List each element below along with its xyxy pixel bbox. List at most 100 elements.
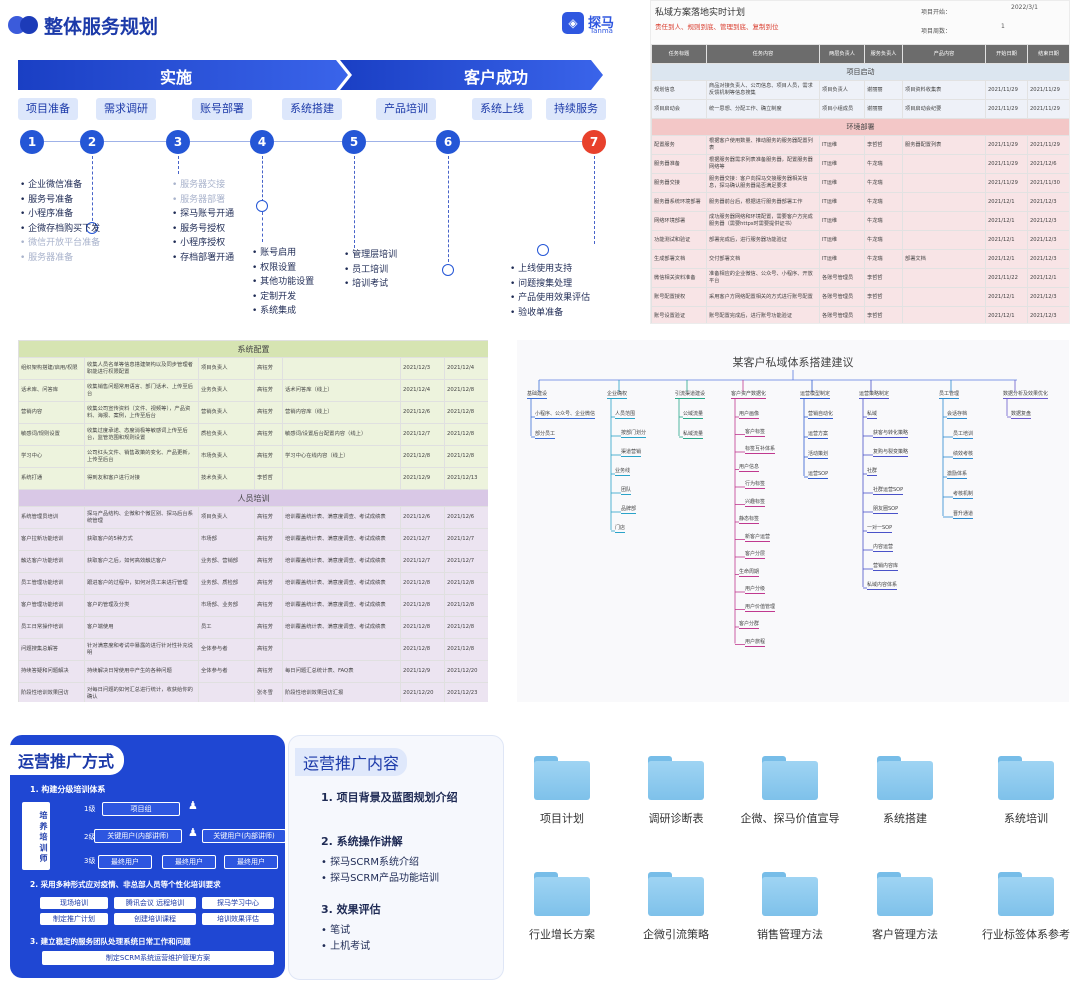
connector (274, 141, 342, 142)
content-item: • 笔试 (321, 925, 351, 936)
grid-cell: 现场培训 (40, 897, 108, 909)
mindmap-node: 部分员工 (535, 431, 556, 439)
table-cell: 质检负责人 (198, 423, 255, 446)
mindmap-node: 绩效考核 (953, 451, 974, 459)
table-cell: 2021/11/29 (1027, 80, 1069, 100)
folder-label[interactable]: 行业标签体系参考 (982, 928, 1070, 941)
table-cell: 2021/12/3 (1027, 306, 1069, 323)
table-cell: 根据客户使用数量、推动服务的服务器配置列表 (706, 135, 820, 155)
table-cell: 市场负责人 (198, 445, 255, 468)
table-cell: 每日问题汇总统计表、FAQ表 (282, 660, 401, 683)
table-cell: 成功服务器网络和环境配置，需要客户方完成服务器（需要https时需要提供证书） (706, 211, 820, 231)
step-number-7: 7 (582, 130, 606, 154)
table-cell: 客户端使用 (84, 616, 199, 639)
list-item: 上线使用支持 (510, 262, 590, 277)
table-row: 服务器系统环境部署 服务器前台后，根据进行服务器部署工作 IT运维 牛龙瑞 2021/1… (651, 192, 1069, 212)
folder-icon[interactable] (648, 872, 704, 916)
list-launch: 上线使用支持 问题搜集处理 产品使用效果评估 验收单准备 (510, 262, 590, 320)
table-cell: 服务器前台后，根据进行服务器部署工作 (706, 192, 820, 212)
folder-icon[interactable] (648, 756, 704, 800)
mindmap-branch: 运营模型制定 (800, 391, 831, 399)
table-cell: 系统打通 (18, 467, 85, 490)
table-cell: 2021/12/20 (443, 660, 488, 683)
mindmap-branch: 运营策略制定 (859, 391, 890, 399)
section-title: 环境部署 (651, 118, 1069, 136)
folder-icon[interactable] (534, 872, 590, 916)
table-cell: 触达客户功能培训 (18, 550, 85, 573)
folder-label[interactable]: 系统搭建 (883, 812, 927, 825)
list-item: 企业微信准备 (20, 178, 100, 193)
mindmap-node: 人员范围 (615, 411, 636, 419)
list-item: 系统集成 (252, 304, 314, 319)
section-title: 系统配置 (18, 340, 488, 358)
table-cell: 高钰芳 (254, 357, 283, 380)
folder-icon[interactable] (877, 756, 933, 800)
step-number-4: 4 (250, 130, 274, 154)
table-cell: 2021/12/4 (443, 357, 488, 380)
grid-cell: 探马学习中心 (202, 897, 274, 909)
table-cell: 员工日常操作培训 (18, 616, 85, 639)
table-cell: 服务器交接 (651, 173, 707, 193)
folder-icon[interactable] (877, 872, 933, 916)
folder-label[interactable]: 销售管理方法 (757, 928, 823, 941)
list-item: 探马账号开通 (172, 207, 234, 222)
step-number-3: 3 (166, 130, 190, 154)
table-cell: 部署文档 (902, 249, 986, 269)
step-pill-4: 系统搭建 (282, 98, 342, 120)
table-cell: 准备相应的企业微信、公众号、小程序、开放平台 (706, 268, 820, 288)
table-cell: 2021/11/22 (985, 268, 1028, 288)
section-heading-2: 2. 采用多种形式应对疫情、非总部人员等个性化培训要求 (30, 880, 221, 889)
table-cell: 牛龙瑞 (864, 211, 903, 231)
table-cell: 李哲哲 (864, 268, 903, 288)
table-cell: 培训覆盖统计表、满意度调查、考试成绩表 (282, 506, 401, 529)
table-cell: 2021/12/20 (400, 682, 445, 702)
table-cell: 2021/11/29 (1027, 135, 1069, 155)
table-cell: 组织架构搭建/启用/权限 (18, 357, 85, 380)
table-row: 服务器交接 服务器交接：客户向探马交接服务器相关信息，探马确认服务器是否满足要求 I… (651, 173, 1069, 193)
folder-label[interactable]: 企微、探马价值宣导 (740, 812, 840, 825)
section-title: 项目启动 (651, 63, 1069, 81)
table-cell: 客户拉新功能培训 (18, 528, 85, 551)
table-cell: 项目负责人 (819, 80, 865, 100)
folder-icon[interactable] (998, 872, 1054, 916)
content-item: • 探马SCRM产品功能培训 (321, 873, 439, 884)
table-cell: 2021/12/1 (985, 287, 1028, 307)
table-cell: 2021/12/9 (400, 467, 445, 490)
mindmap-node: 活动策划 (808, 451, 829, 459)
folder-icon[interactable] (762, 756, 818, 800)
folder-icon[interactable] (998, 756, 1054, 800)
table-cell: 收集过度承诺、态度消极等敏感词上传至后台，监管范围和规则设置 (84, 423, 199, 446)
table-cell: 牛龙瑞 (864, 192, 903, 212)
folder-label[interactable]: 客户管理方法 (872, 928, 938, 941)
list-project-prep: 企业微信准备 服务号准备 小程序准备 企微存档购买下发 微信开放平台准备 服务器… (20, 178, 100, 265)
folder-label[interactable]: 调研诊断表 (648, 812, 704, 825)
folder-label[interactable]: 项目计划 (540, 812, 584, 825)
table-cell: 生成部署文档 (651, 249, 707, 269)
brand-icon: ◈ (562, 12, 584, 34)
table-cell: 技术负责人 (198, 467, 255, 490)
table-row: 系统打通 得到友和客户进行对接 技术负责人 李哲哲 2021/12/9 2021/12/1… (18, 467, 488, 490)
folder-label[interactable]: 行业增长方案 (529, 928, 595, 941)
section-heading-3: 3. 建立稳定的服务团队处理系统日常工作和问题 (30, 937, 191, 946)
table-cell: 2021/12/8 (443, 423, 488, 446)
mindmap-lines (530, 370, 1017, 645)
mindmap-node: 客户分群 (739, 621, 760, 629)
mindmap-branch: 客户资产数据化 (731, 391, 767, 399)
sheet-subtitle: 责任到人、规则到底、管理到底、复制到位 (655, 23, 779, 31)
mindmap-node: 门店 (615, 525, 626, 533)
mindmap-branch: 数据分析及效果优化 (1003, 391, 1049, 399)
table-cell: 项目资料收集表 (902, 80, 986, 100)
table-cell: 跟进客户的过程中，如何对员工来进行管理 (84, 572, 199, 595)
folder-label[interactable]: 企微引流策略 (643, 928, 709, 941)
table-cell: 李哲哲 (864, 306, 903, 323)
mindmap-branch: 基础建设 (527, 391, 548, 399)
folder-icon[interactable] (762, 872, 818, 916)
folder-label[interactable]: 系统培训 (1004, 812, 1048, 825)
table-cell: 敏感词/规则设置 (18, 423, 85, 446)
table-cell (902, 173, 986, 193)
connector (44, 141, 80, 142)
folder-icon[interactable] (534, 756, 590, 800)
mindmap-branch: 引流渠道建设 (675, 391, 706, 399)
list-item: 服务号授权 (172, 222, 234, 237)
table-cell: 谢丽丽 (864, 99, 903, 119)
